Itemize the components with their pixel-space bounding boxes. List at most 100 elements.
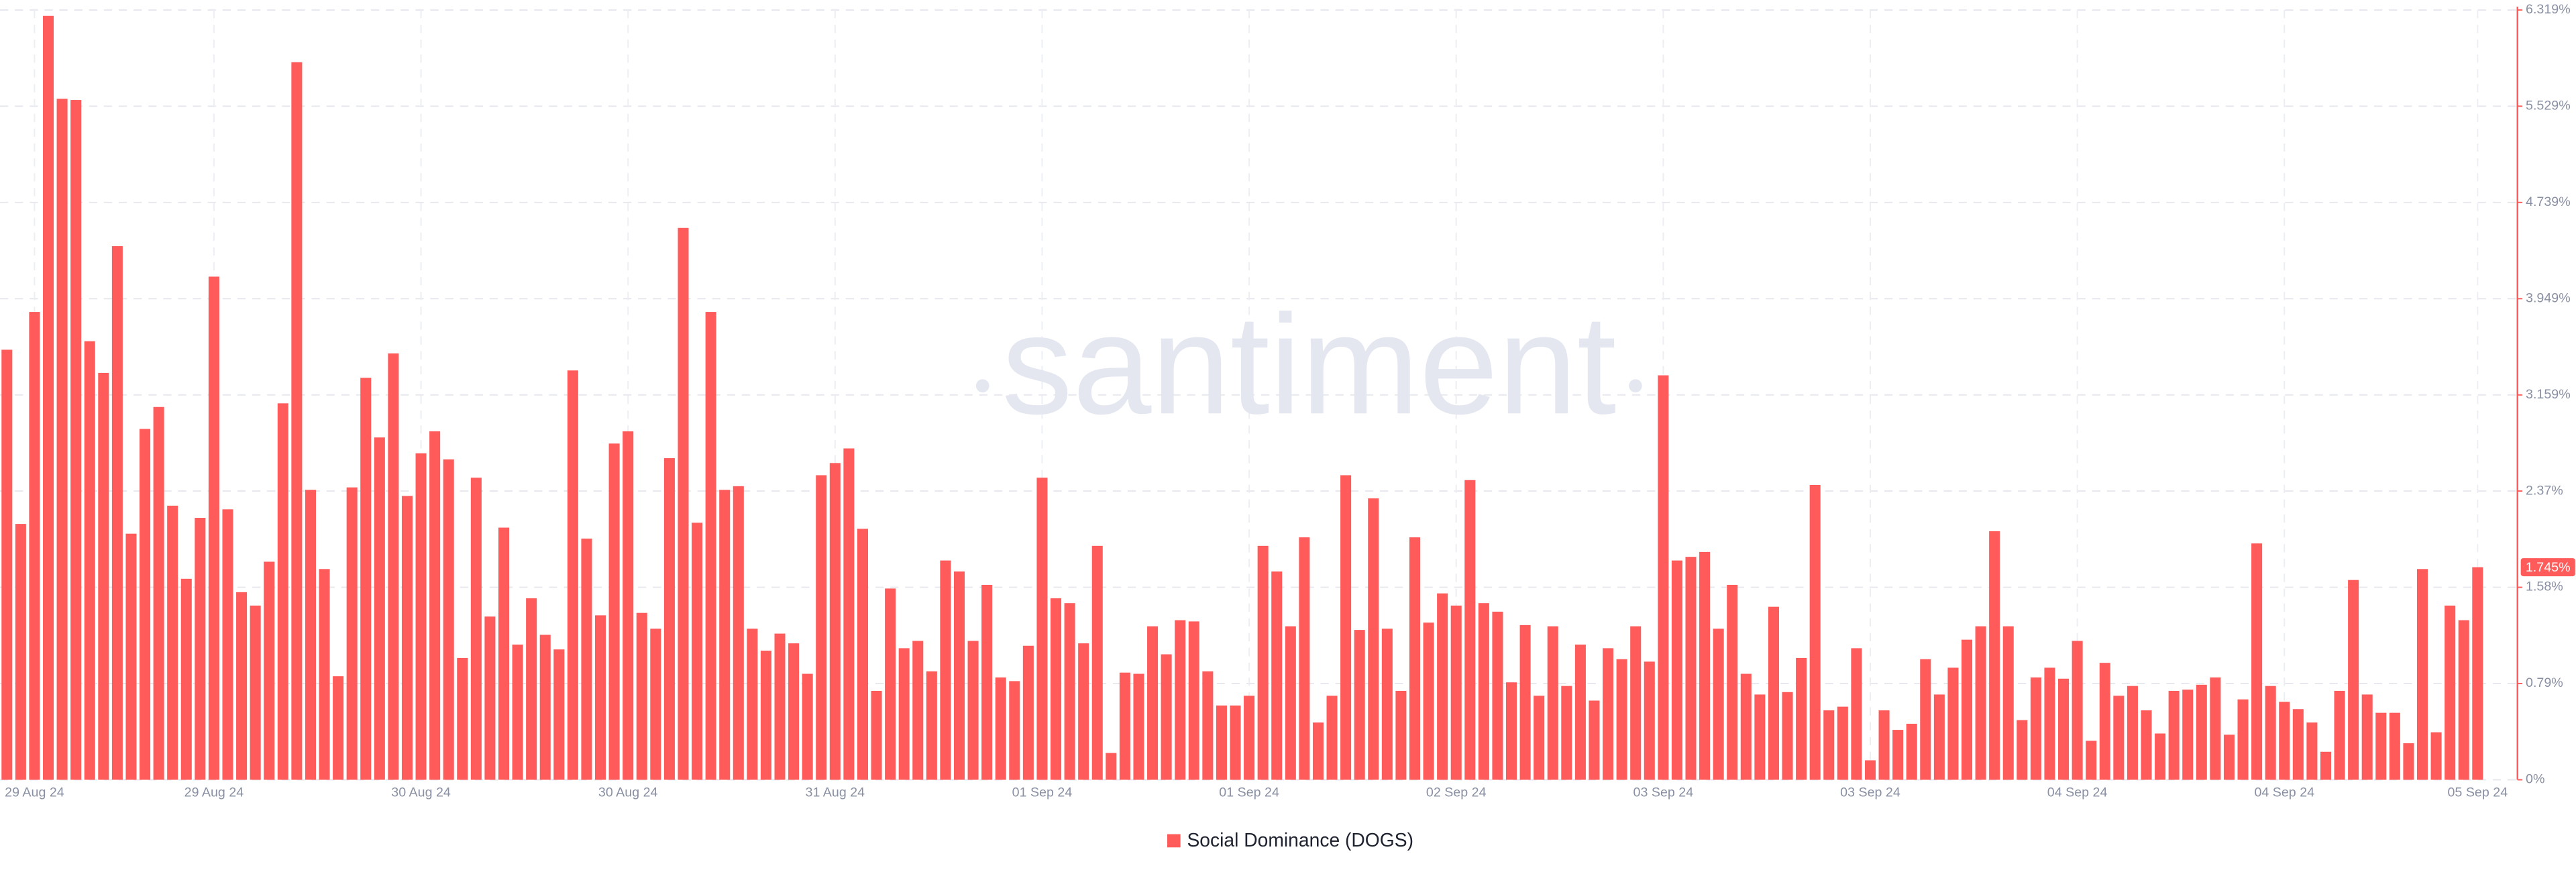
- bar: [2017, 720, 2028, 780]
- bar: [167, 505, 178, 780]
- bar: [305, 490, 316, 780]
- y-tick-label: 2.37%: [2526, 483, 2563, 498]
- bar: [1699, 551, 1711, 780]
- bar: [2416, 569, 2428, 780]
- bar: [15, 524, 26, 780]
- y-tick-label: 0%: [2526, 772, 2544, 787]
- bar: [1230, 705, 1241, 780]
- x-tick-label: 31 Aug 24: [806, 785, 865, 800]
- bar: [1727, 584, 1738, 780]
- bar: [1119, 672, 1130, 780]
- bar: [1091, 545, 1103, 780]
- bar: [1561, 686, 1572, 780]
- bar: [346, 487, 358, 780]
- bar: [678, 227, 689, 780]
- bar: [1450, 605, 1462, 780]
- bar: [1, 349, 13, 780]
- bar: [1906, 723, 1917, 780]
- bar: [1768, 606, 1779, 780]
- bar: [1809, 484, 1821, 780]
- bar: [1051, 598, 1062, 780]
- bar: [2403, 743, 2414, 780]
- bar: [926, 671, 937, 780]
- bar: [1285, 626, 1296, 780]
- y-tick-label: 3.159%: [2526, 387, 2571, 402]
- labels: 0% 0.79% 1.58% 2.37% 3.159% 3.949% 4.739% 5.529…: [5, 2, 2575, 800]
- bar: [1133, 673, 1144, 780]
- bar: [388, 353, 399, 780]
- bar: [2251, 543, 2263, 780]
- bar: [429, 431, 441, 780]
- x-tick-label: 03 Sep 24: [1633, 785, 1694, 800]
- bar: [1713, 629, 1724, 780]
- bar: [829, 463, 841, 780]
- y-tick-label: 1.58%: [2526, 580, 2563, 594]
- bar: [2196, 684, 2207, 780]
- bar: [470, 478, 482, 780]
- bar: [663, 458, 675, 780]
- bar: [526, 598, 537, 780]
- bar: [2237, 699, 2249, 780]
- bar: [1837, 706, 1848, 780]
- bar: [1534, 696, 1545, 780]
- bar: [1920, 659, 1931, 780]
- bar: [360, 378, 372, 780]
- x-tick-label: 05 Sep 24: [2448, 785, 2508, 800]
- bar: [2458, 620, 2469, 780]
- bar: [1630, 626, 1642, 780]
- bar: [2375, 712, 2387, 780]
- bar: [2141, 710, 2152, 780]
- bar: [553, 649, 565, 780]
- bar: [2445, 605, 2456, 780]
- bar: [1933, 694, 1945, 780]
- bar: [1685, 557, 1697, 780]
- bar: [1368, 498, 1379, 780]
- bar: [1202, 671, 1214, 780]
- bar: [1947, 667, 1959, 780]
- bar: [484, 616, 496, 780]
- bar: [1574, 644, 1586, 780]
- bar: [2044, 667, 2055, 780]
- bar: [457, 657, 468, 780]
- bar: [512, 644, 523, 780]
- value-label-bg: [2520, 558, 2575, 577]
- bar: [2334, 690, 2345, 780]
- bar: [2292, 709, 2304, 780]
- bar: [291, 62, 303, 780]
- bar: [539, 635, 551, 780]
- bar: [1740, 673, 1752, 780]
- bar: [1823, 710, 1835, 780]
- bar: [636, 612, 647, 780]
- bar: [2430, 732, 2442, 780]
- bar: [1064, 603, 1075, 780]
- x-tick-label: 29 Aug 24: [184, 785, 244, 800]
- bar: [650, 629, 661, 780]
- bar: [2361, 694, 2373, 780]
- bar: [1492, 611, 1503, 780]
- bar: [277, 403, 288, 780]
- bar: [843, 448, 855, 780]
- bar: [2265, 686, 2276, 780]
- bar: [498, 527, 510, 780]
- legend-label[interactable]: Social Dominance (DOGS): [1187, 829, 1413, 851]
- bar: [401, 496, 413, 780]
- x-tick-label: 30 Aug 24: [598, 785, 658, 800]
- bar: [995, 677, 1006, 780]
- bar: [1892, 730, 1904, 780]
- bar: [1478, 603, 1489, 780]
- bar: [2389, 712, 2400, 780]
- bar: [125, 533, 137, 780]
- watermark-dot: [975, 379, 989, 392]
- bar: [2210, 677, 2221, 780]
- bar: [1009, 681, 1020, 780]
- bar: [1175, 620, 1186, 780]
- bar: [1395, 690, 1407, 780]
- bar: [98, 372, 109, 780]
- bar: [2086, 741, 2097, 780]
- bar: [1961, 639, 1973, 780]
- bar: [195, 518, 206, 780]
- y-tick-label: 3.949%: [2526, 290, 2571, 305]
- bar: [1381, 629, 1393, 780]
